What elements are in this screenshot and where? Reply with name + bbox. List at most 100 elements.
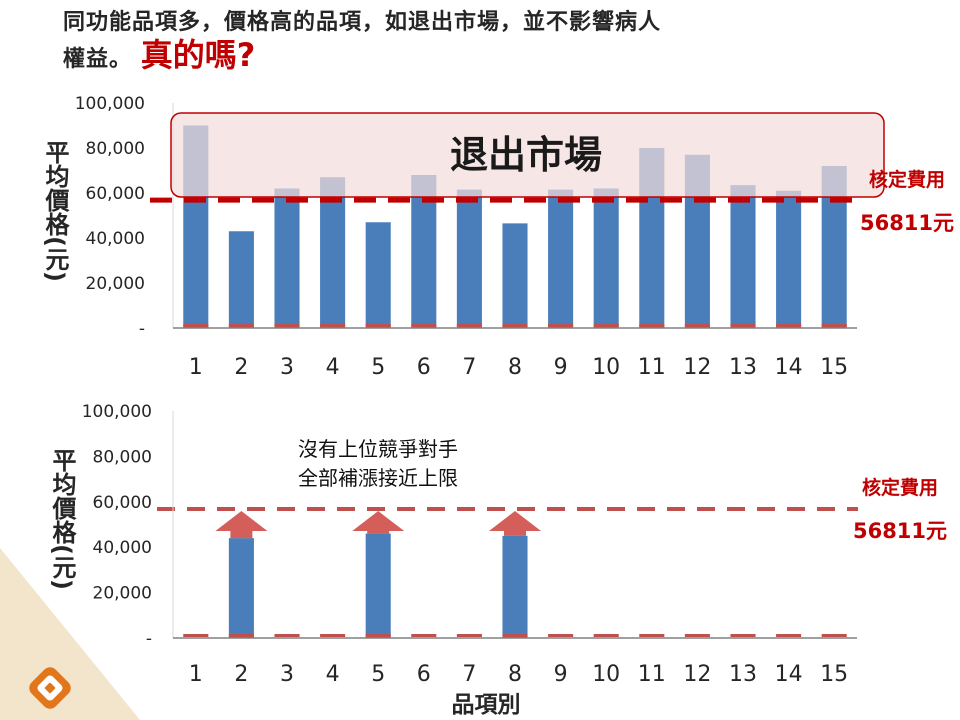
bar-base [320,634,346,637]
bar-base [639,634,665,637]
bar-base [365,324,391,327]
x-tick-label: 1 [189,355,203,380]
x-tick-label: 2 [234,662,248,687]
chart-bottom: 核定費用 56811元 - 20,000 40,000 60,000 80,000 100,… [48,402,947,718]
bar-base [593,634,619,637]
x-tick-label: 10 [592,662,620,687]
x-axis-label: 品項別 [452,692,521,718]
y-tick-label: 40,000 [93,538,152,558]
x-tick-label: 8 [508,355,522,380]
y-tick-label: 60,000 [93,493,152,513]
bar-base [228,634,254,637]
highlight-box-label: 退出市場 [450,133,602,177]
bar-base [411,634,437,637]
x-tick-label: 6 [417,355,431,380]
y-axis-label: 平均價格(元) [48,448,77,590]
x-tick-label: 9 [554,662,568,687]
y-tick-label: 100,000 [75,94,145,114]
brand-logo-icon [29,667,71,709]
bar-base [411,324,437,327]
x-tick-label: 1 [189,662,203,687]
bar [502,535,528,638]
x-tick-label: 15 [820,355,848,380]
bar [593,188,619,328]
bar [228,538,254,638]
x-tick-label: 11 [638,355,666,380]
x-tick-label: 15 [820,662,848,687]
bar [274,188,300,328]
heading-line-1: 同功能品項多，價格高的品項，如退出市場，並不影響病人 [63,10,662,35]
y-axis-label: 平均價格(元) [41,140,70,282]
x-tick-label: 11 [638,662,666,687]
bar-base [684,634,710,637]
bar-base [776,634,802,637]
x-tick-label: 5 [371,355,385,380]
bar [730,185,756,328]
x-tick-label: 6 [417,662,431,687]
bar-base [730,634,756,637]
bar [365,222,391,328]
bar [776,190,802,328]
bar-base [684,324,710,327]
bar [228,231,254,328]
x-tick-label: 3 [280,355,294,380]
up-arrow-icon [215,511,268,539]
x-tick-label: 14 [775,355,803,380]
bar-base [821,634,847,637]
bar-base [456,634,482,637]
x-tick-label: 8 [508,662,522,687]
bar-base [593,324,619,327]
x-tick-label: 5 [371,662,385,687]
reference-line-value: 56811元 [860,211,954,235]
x-tick-label: 10 [592,355,620,380]
bar [456,189,482,328]
bar-base [183,324,209,327]
x-tick-label: 4 [326,355,340,380]
x-tick-label: 12 [683,662,711,687]
bar-base [502,634,528,637]
bar-base [776,324,802,327]
bar-base [639,324,665,327]
x-tick-label: 13 [729,355,757,380]
heading-line-2: 權益。 真的嗎? [63,39,943,76]
bar-base [548,634,574,637]
y-tick-label: 100,000 [82,402,152,422]
annotation-line-1: 沒有上位競爭對手 [298,437,458,461]
up-arrow-icon [352,511,405,534]
bar-base [365,634,391,637]
x-tick-label: 12 [683,355,711,380]
bar-base [456,324,482,327]
bar-base [228,324,254,327]
y-tick-label: 20,000 [93,584,152,604]
heading-line-2-text: 權益。 [63,47,133,72]
chart-top: - 20,000 40,000 60,000 80,000 100,000 平均價格(元) 1… [41,94,954,380]
annotation-line-2: 全部補漲接近上限 [298,466,458,490]
corner-decoration [0,548,140,720]
x-tick-label: 2 [234,355,248,380]
bar-base [274,324,300,327]
bar [365,533,391,638]
page-heading: 同功能品項多，價格高的品項，如退出市場，並不影響病人 權益。 真的嗎? [63,6,943,76]
bar-base [548,324,574,327]
bar [502,223,528,328]
y-tick-label: 80,000 [93,447,152,467]
x-tick-label: 3 [280,662,294,687]
y-tick-label: - [139,319,145,339]
reference-line-value: 56811元 [853,519,947,543]
x-tick-label: 4 [326,662,340,687]
bar [548,189,574,328]
x-tick-label: 7 [462,662,476,687]
up-arrow-icon [489,511,541,536]
x-tick-label: 7 [462,355,476,380]
reference-line-label: 核定費用 [862,476,938,499]
bar-base [274,634,300,637]
bar-base [821,324,847,327]
bar-base [730,324,756,327]
x-tick-label: 13 [729,662,757,687]
x-tick-label: 14 [775,662,803,687]
bar-base [502,324,528,327]
y-tick-label: 40,000 [86,229,145,249]
x-tick-label: 9 [554,355,568,380]
reference-line-label: 核定費用 [869,168,945,191]
